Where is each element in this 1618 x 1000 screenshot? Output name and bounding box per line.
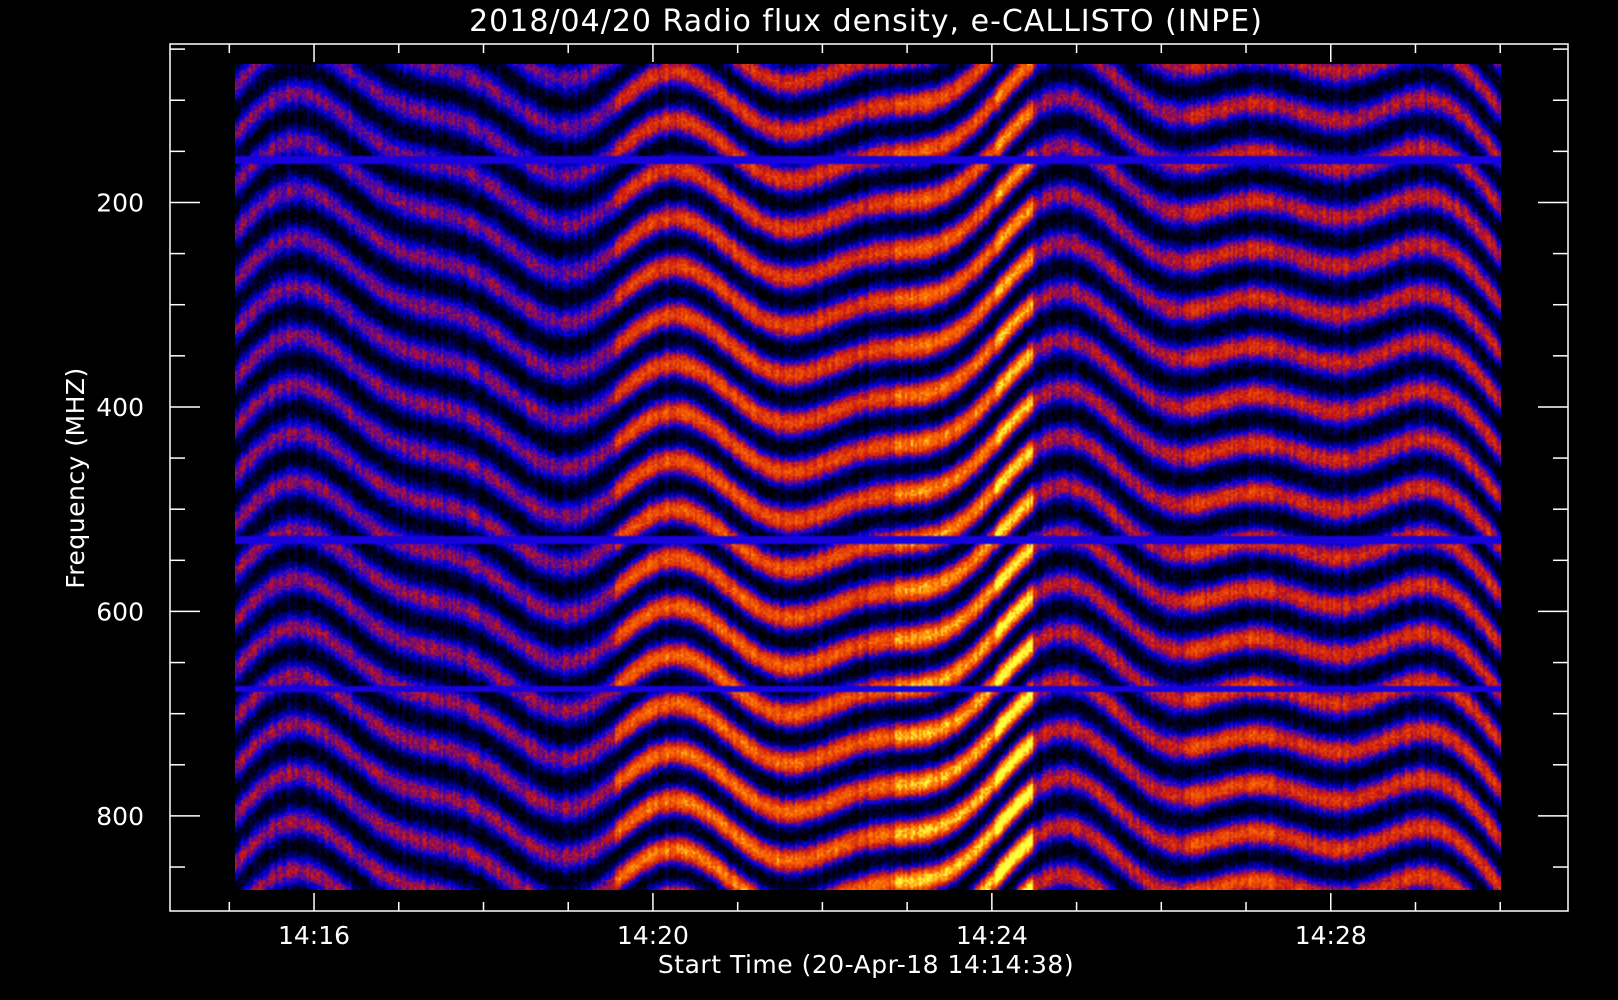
y-tick-label: 600 xyxy=(96,597,144,626)
y-tick-label: 400 xyxy=(96,393,144,422)
plot-area xyxy=(169,43,1569,912)
y-tick-label: 200 xyxy=(96,188,144,217)
y-tick-label: 800 xyxy=(96,802,144,831)
x-tick-label: 14:28 xyxy=(1295,921,1367,950)
x-axis: 14:16 14:20 14:24 14:28 xyxy=(228,44,1501,950)
x-axis-label: Start Time (20-Apr-18 14:14:38) xyxy=(658,950,1074,979)
spectrogram-heatmap xyxy=(235,64,1501,890)
x-tick-label: 14:16 xyxy=(278,921,350,950)
x-tick-label: 14:24 xyxy=(956,921,1028,950)
y-axis-label: Frequency (MHZ) xyxy=(61,367,90,589)
y-axis: 200 400 600 800 xyxy=(96,48,1568,868)
x-tick-label: 14:20 xyxy=(617,921,689,950)
plot-frame xyxy=(169,43,1569,912)
chart-title: 2018/04/20 Radio flux density, e-CALLIST… xyxy=(469,4,1263,39)
